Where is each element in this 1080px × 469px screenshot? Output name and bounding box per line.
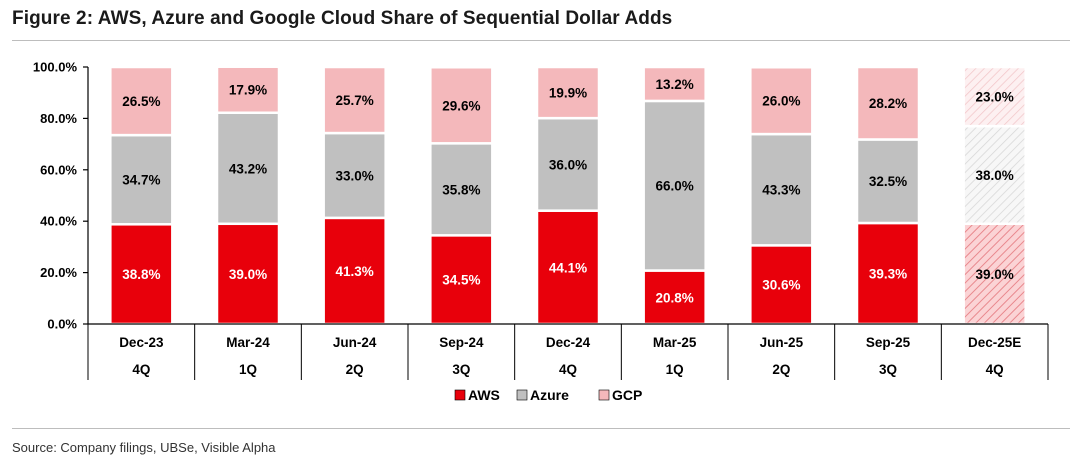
bars-layer: 38.8% 34.7% 26.5% 39.0% 43.2% 17.9% 41.3% 33.0%… bbox=[109, 65, 1027, 326]
y-tick-label: 40.0% bbox=[40, 214, 77, 229]
data-label-gcp-dec-23: 26.5% bbox=[122, 94, 160, 109]
bar-azure-jun-25 bbox=[749, 132, 814, 247]
bar-gcp-mar-24 bbox=[215, 65, 281, 114]
data-label-aws-jun-24: 41.3% bbox=[336, 264, 374, 279]
bar-azure-sep-25 bbox=[855, 138, 921, 225]
legend-label-gcp: GCP bbox=[612, 387, 642, 403]
data-label-aws-mar-24: 39.0% bbox=[229, 267, 267, 282]
x-quarter-label: 4Q bbox=[986, 362, 1004, 377]
bar-azure-mar-25 bbox=[642, 99, 707, 272]
footer-rule bbox=[12, 428, 1070, 429]
x-quarter-label: 2Q bbox=[346, 362, 364, 377]
y-tick-label: 80.0% bbox=[40, 111, 77, 126]
data-label-azure-jun-24: 33.0% bbox=[336, 168, 374, 183]
data-label-gcp-sep-24: 29.6% bbox=[442, 98, 480, 113]
data-label-aws-dec-23: 38.8% bbox=[122, 267, 160, 282]
data-label-aws-sep-24: 34.5% bbox=[442, 273, 480, 288]
y-tick-label: 20.0% bbox=[40, 265, 77, 280]
data-label-azure-dec-24: 36.0% bbox=[549, 157, 587, 172]
legend-label-azure: Azure bbox=[530, 387, 569, 403]
bar-gcp-dec-23 bbox=[109, 65, 174, 137]
data-label-azure-jun-25: 43.3% bbox=[762, 183, 800, 198]
x-category-label: Dec-23 bbox=[119, 335, 164, 350]
x-quarter-label: 1Q bbox=[239, 362, 257, 377]
data-label-aws-sep-25: 39.3% bbox=[869, 266, 907, 281]
legend-label-aws: AWS bbox=[468, 387, 500, 403]
x-quarter-label: 4Q bbox=[559, 362, 577, 377]
data-label-gcp-mar-25: 13.2% bbox=[656, 77, 694, 92]
x-category-label: Mar-24 bbox=[226, 335, 270, 350]
data-label-azure-dec-23: 34.7% bbox=[122, 173, 160, 188]
bar-gcp-sep-25 bbox=[855, 65, 921, 141]
x-category-label: Dec-24 bbox=[546, 335, 591, 350]
legend-swatch-gcp bbox=[598, 389, 610, 401]
x-category-label: Jun-24 bbox=[333, 335, 377, 350]
x-quarter-label: 4Q bbox=[132, 362, 150, 377]
bar-azure-sep-24 bbox=[429, 142, 494, 237]
data-label-azure-dec-25e: 38.0% bbox=[976, 168, 1014, 183]
y-tick-label: 0.0% bbox=[47, 317, 77, 332]
bar-aws-mar-24 bbox=[215, 222, 281, 326]
x-category-label: Sep-25 bbox=[866, 335, 911, 350]
bar-azure-dec-25e bbox=[962, 124, 1027, 226]
bar-azure-jun-24 bbox=[322, 131, 387, 220]
data-label-aws-mar-25: 20.8% bbox=[656, 290, 694, 305]
bar-aws-jun-24 bbox=[322, 216, 387, 326]
bar-gcp-dec-24 bbox=[535, 65, 601, 120]
data-label-aws-jun-25: 30.6% bbox=[762, 278, 800, 293]
bar-gcp-sep-24 bbox=[429, 66, 494, 145]
data-label-azure-sep-24: 35.8% bbox=[442, 182, 480, 197]
data-label-gcp-sep-25: 28.2% bbox=[869, 96, 907, 111]
bar-azure-dec-24 bbox=[535, 116, 601, 212]
bar-gcp-mar-25 bbox=[642, 65, 707, 103]
legend-swatch-aws bbox=[454, 389, 466, 401]
data-label-gcp-jun-25: 26.0% bbox=[762, 94, 800, 109]
bar-gcp-jun-25 bbox=[749, 66, 814, 136]
data-label-gcp-mar-24: 17.9% bbox=[229, 83, 267, 98]
title-rule bbox=[12, 40, 1070, 41]
y-tick-label: 60.0% bbox=[40, 162, 77, 177]
x-quarter-label: 3Q bbox=[452, 362, 470, 377]
bar-aws-dec-23 bbox=[109, 223, 174, 326]
x-quarter-label: 2Q bbox=[772, 362, 790, 377]
x-category-label: Dec-25E bbox=[968, 335, 1021, 350]
data-label-azure-sep-25: 32.5% bbox=[869, 174, 907, 189]
legend: AWS Azure GCP bbox=[454, 387, 642, 403]
x-category-label: Jun-25 bbox=[760, 335, 804, 350]
legend-swatch-azure bbox=[516, 389, 528, 401]
bar-aws-dec-24 bbox=[535, 209, 601, 326]
bar-aws-sep-25 bbox=[855, 221, 921, 326]
bar-gcp-jun-24 bbox=[322, 65, 387, 135]
x-category-label: Mar-25 bbox=[653, 335, 697, 350]
figure-title: Figure 2: AWS, Azure and Google Cloud Sh… bbox=[12, 8, 673, 29]
bar-gcp-dec-25e bbox=[962, 65, 1027, 128]
bar-aws-dec-25e bbox=[962, 222, 1027, 326]
x-quarter-label: 3Q bbox=[879, 362, 897, 377]
axes-layer: 0.0% 20.0% 40.0% 60.0% 80.0% 100.0% Dec-23 4Q Ma… bbox=[33, 60, 1049, 380]
x-category-label: Sep-24 bbox=[439, 335, 484, 350]
x-quarter-label: 1Q bbox=[666, 362, 684, 377]
y-tick-label: 100.0% bbox=[33, 60, 78, 75]
stacked-bar-chart: 38.8% 34.7% 26.5% 39.0% 43.2% 17.9% 41.3% 33.0%… bbox=[33, 60, 1049, 403]
data-label-aws-dec-24: 44.1% bbox=[549, 260, 587, 275]
data-label-gcp-dec-24: 19.9% bbox=[549, 86, 587, 101]
data-label-azure-mar-25: 66.0% bbox=[656, 179, 694, 194]
source-note: Source: Company filings, UBSe, Visible A… bbox=[12, 440, 276, 455]
data-label-aws-dec-25e: 39.0% bbox=[976, 267, 1014, 282]
data-label-azure-mar-24: 43.2% bbox=[229, 161, 267, 176]
data-label-gcp-dec-25e: 23.0% bbox=[976, 90, 1014, 105]
data-label-gcp-jun-24: 25.7% bbox=[336, 93, 374, 108]
